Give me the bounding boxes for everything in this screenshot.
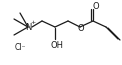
Text: O: O: [78, 24, 84, 32]
Text: +: +: [30, 20, 36, 25]
Text: Cl⁻: Cl⁻: [14, 43, 26, 51]
Text: O: O: [93, 1, 99, 11]
Text: N: N: [25, 22, 31, 32]
Text: OH: OH: [51, 41, 63, 51]
